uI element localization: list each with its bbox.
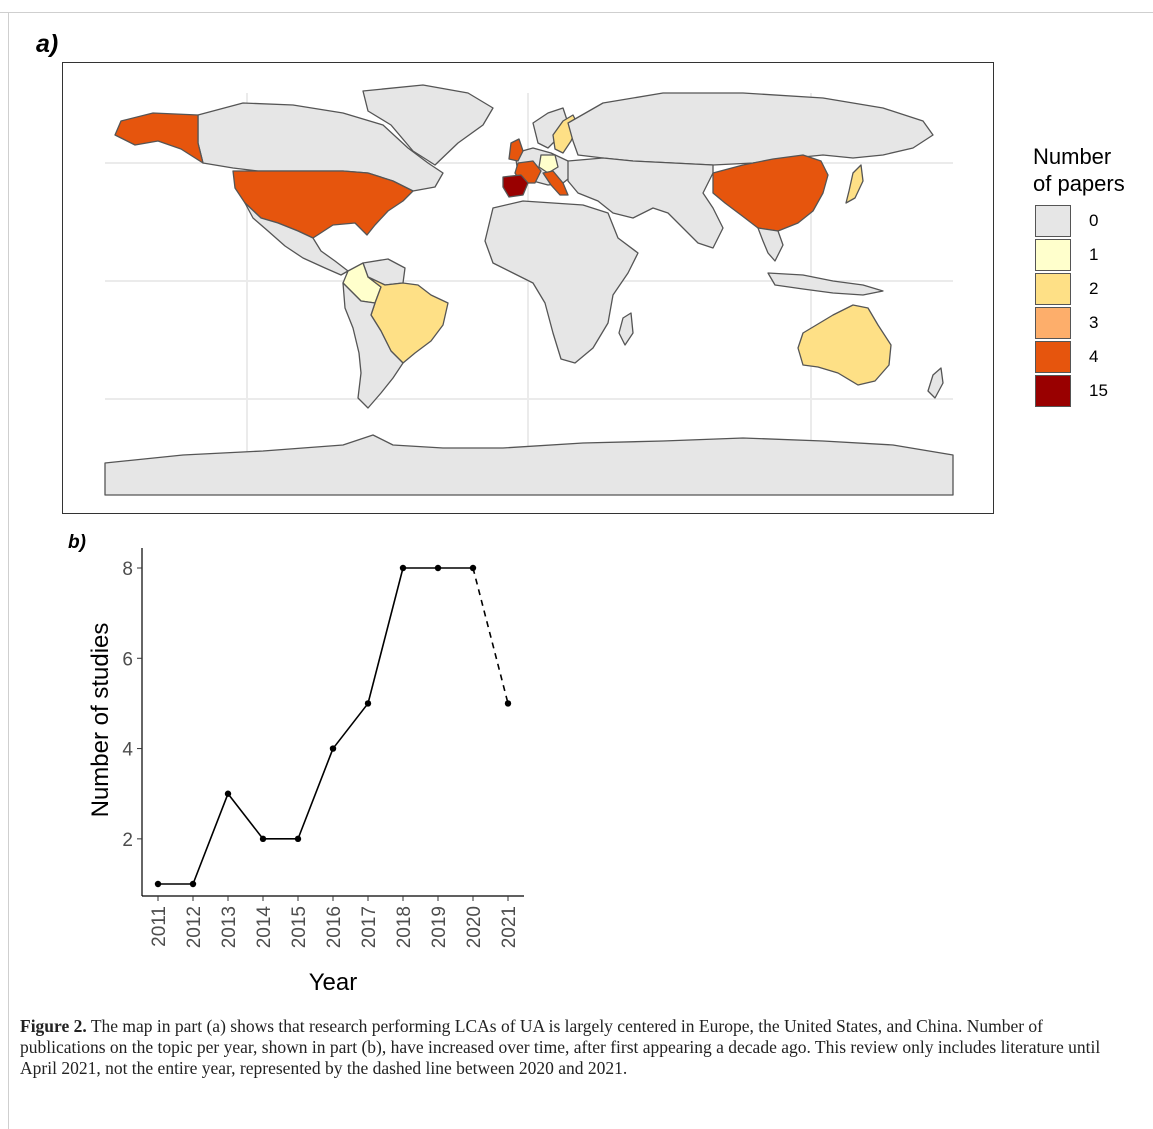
line-segment	[192, 793, 229, 885]
legend-row: 1	[1033, 238, 1125, 272]
legend-swatch	[1035, 273, 1071, 305]
legend-swatch	[1035, 205, 1071, 237]
legend-title-line1: Number	[1033, 144, 1112, 169]
legend-label: 3	[1089, 313, 1099, 332]
x-tick-label: 2017	[359, 906, 380, 948]
data-point	[504, 700, 512, 707]
data-point	[399, 564, 407, 572]
legend-title-line2: of papers	[1033, 171, 1125, 196]
legend-label: 2	[1089, 279, 1099, 298]
legend-row: 3	[1033, 306, 1125, 340]
data-point	[469, 564, 477, 572]
line-segment	[332, 702, 369, 750]
line-segment	[297, 748, 334, 840]
legend-row: 2	[1033, 272, 1125, 306]
y-axis-label: Number of studies	[87, 623, 114, 818]
caption-text: The map in part (a) shows that research …	[20, 1016, 1101, 1078]
world-map	[104, 84, 954, 496]
x-tick-label: 2012	[184, 906, 205, 948]
legend-label: 1	[1089, 245, 1099, 264]
y-tick-label: 4	[122, 740, 133, 761]
x-tick-label: 2016	[324, 906, 345, 948]
world-map-panel	[62, 62, 994, 514]
x-tick-label: 2014	[254, 906, 275, 949]
line-segment-dashed	[472, 567, 509, 704]
legend-swatch	[1035, 375, 1071, 407]
country-usa	[232, 170, 414, 239]
data-point	[434, 564, 442, 572]
country-madagascar	[618, 312, 634, 346]
country-peru-chile	[342, 282, 404, 409]
x-tick-label: 2021	[499, 906, 520, 948]
country-alaska	[114, 112, 204, 164]
legend-row: 4	[1033, 340, 1125, 374]
data-point	[189, 880, 197, 888]
map-legend: Number of papers 0 1 2 3 4 15	[1033, 143, 1125, 408]
country-japan	[845, 164, 864, 204]
x-tick-label: 2013	[219, 906, 240, 948]
y-tick-label: 2	[122, 830, 133, 851]
data-point	[154, 880, 162, 888]
legend-swatch	[1035, 341, 1071, 373]
legend-label: 0	[1089, 211, 1099, 230]
chart-lines	[158, 567, 509, 885]
country-antarctica	[104, 434, 954, 496]
country-uk	[508, 138, 524, 162]
legend-swatch	[1035, 307, 1071, 339]
data-point	[259, 835, 267, 843]
x-tick-label: 2020	[464, 906, 485, 948]
figure-frame-left	[8, 12, 9, 1129]
data-point	[224, 790, 232, 797]
legend-row: 15	[1033, 374, 1125, 408]
country-germany	[538, 154, 559, 174]
legend-label: 15	[1089, 381, 1108, 400]
data-point	[294, 835, 302, 843]
country-australia	[797, 304, 892, 386]
country-new-zealand	[927, 367, 944, 399]
figure-caption: Figure 2. The map in part (a) shows that…	[20, 1016, 1130, 1079]
line-segment	[367, 567, 404, 704]
panel-a-label: a)	[36, 30, 59, 58]
country-middle-east-asia	[567, 157, 724, 249]
country-greenland	[362, 84, 494, 166]
chart-axes: 2 4 6 8 2011 2012 2013 2014 2015 2016 2017 2018 2019…	[122, 548, 524, 948]
data-point	[329, 745, 337, 752]
caption-label: Figure 2.	[20, 1016, 87, 1036]
legend-swatch	[1035, 239, 1071, 271]
legend-row: 0	[1033, 204, 1125, 238]
y-tick-label: 6	[122, 649, 133, 670]
country-indonesia	[767, 272, 884, 296]
country-italy	[542, 170, 569, 196]
x-tick-label: 2019	[429, 906, 450, 948]
x-tick-label: 2011	[149, 906, 170, 947]
country-se-asia	[757, 227, 784, 262]
line-segment	[227, 793, 264, 840]
x-tick-label: 2015	[289, 906, 310, 948]
panel-b-label: b)	[68, 532, 86, 553]
x-axis-label: Year	[309, 969, 358, 996]
legend-label: 4	[1089, 347, 1099, 366]
country-spain	[502, 174, 529, 198]
line-chart: 2 4 6 8 2011 2012 2013 2014 2015 2016 2017 2018 2019…	[87, 548, 524, 996]
data-point	[364, 700, 372, 707]
country-china	[712, 154, 829, 232]
legend-title: Number of papers	[1033, 143, 1125, 197]
x-tick-label: 2018	[394, 906, 415, 948]
country-africa	[484, 200, 639, 364]
y-tick-label: 8	[122, 559, 133, 580]
chart-points	[154, 564, 512, 888]
country-russia	[567, 92, 934, 166]
figure-frame-top	[0, 12, 1153, 13]
